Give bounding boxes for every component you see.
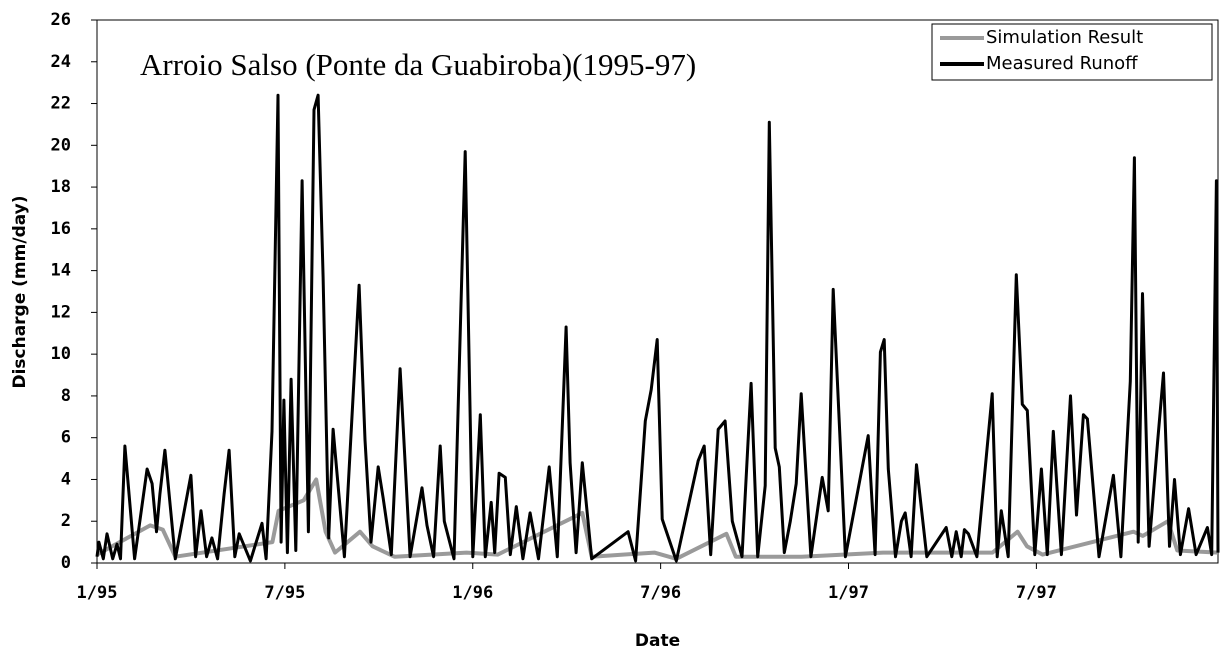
x-axis-label: Date xyxy=(635,631,680,651)
y-axis-label: Discharge (mm/day) xyxy=(10,195,30,388)
x-tick-label: 7/96 xyxy=(640,583,681,603)
y-tick-label: 8 xyxy=(61,386,71,406)
series-line xyxy=(95,93,1220,563)
x-tick-label: 1/97 xyxy=(828,583,869,603)
y-tick-label: 12 xyxy=(51,302,71,322)
x-tick-label: 1/95 xyxy=(77,583,118,603)
x-tick-label: 7/97 xyxy=(1016,583,1057,603)
y-tick-label: 26 xyxy=(51,10,71,30)
y-tick-label: 0 xyxy=(61,553,71,573)
y-tick-label: 24 xyxy=(51,52,71,72)
legend-box xyxy=(931,23,1213,81)
chart-title: Arroio Salso (Ponte da Guabiroba)(1995-9… xyxy=(140,47,696,82)
y-tick-label: 4 xyxy=(61,469,71,489)
y-tick-label: 18 xyxy=(51,177,71,197)
y-tick-label: 14 xyxy=(51,261,71,281)
legend-label: Measured Runoff xyxy=(986,53,1138,74)
x-tick-label: 1/96 xyxy=(452,583,493,603)
y-tick-label: 22 xyxy=(51,94,71,114)
legend-label: Simulation Result xyxy=(986,27,1143,48)
y-tick-label: 2 xyxy=(61,511,71,531)
y-tick-label: 6 xyxy=(61,428,71,448)
y-tick-label: 10 xyxy=(51,344,71,364)
y-tick-label: 20 xyxy=(51,135,71,155)
y-tick-label: 16 xyxy=(51,219,71,239)
x-tick-label: 7/95 xyxy=(264,583,305,603)
